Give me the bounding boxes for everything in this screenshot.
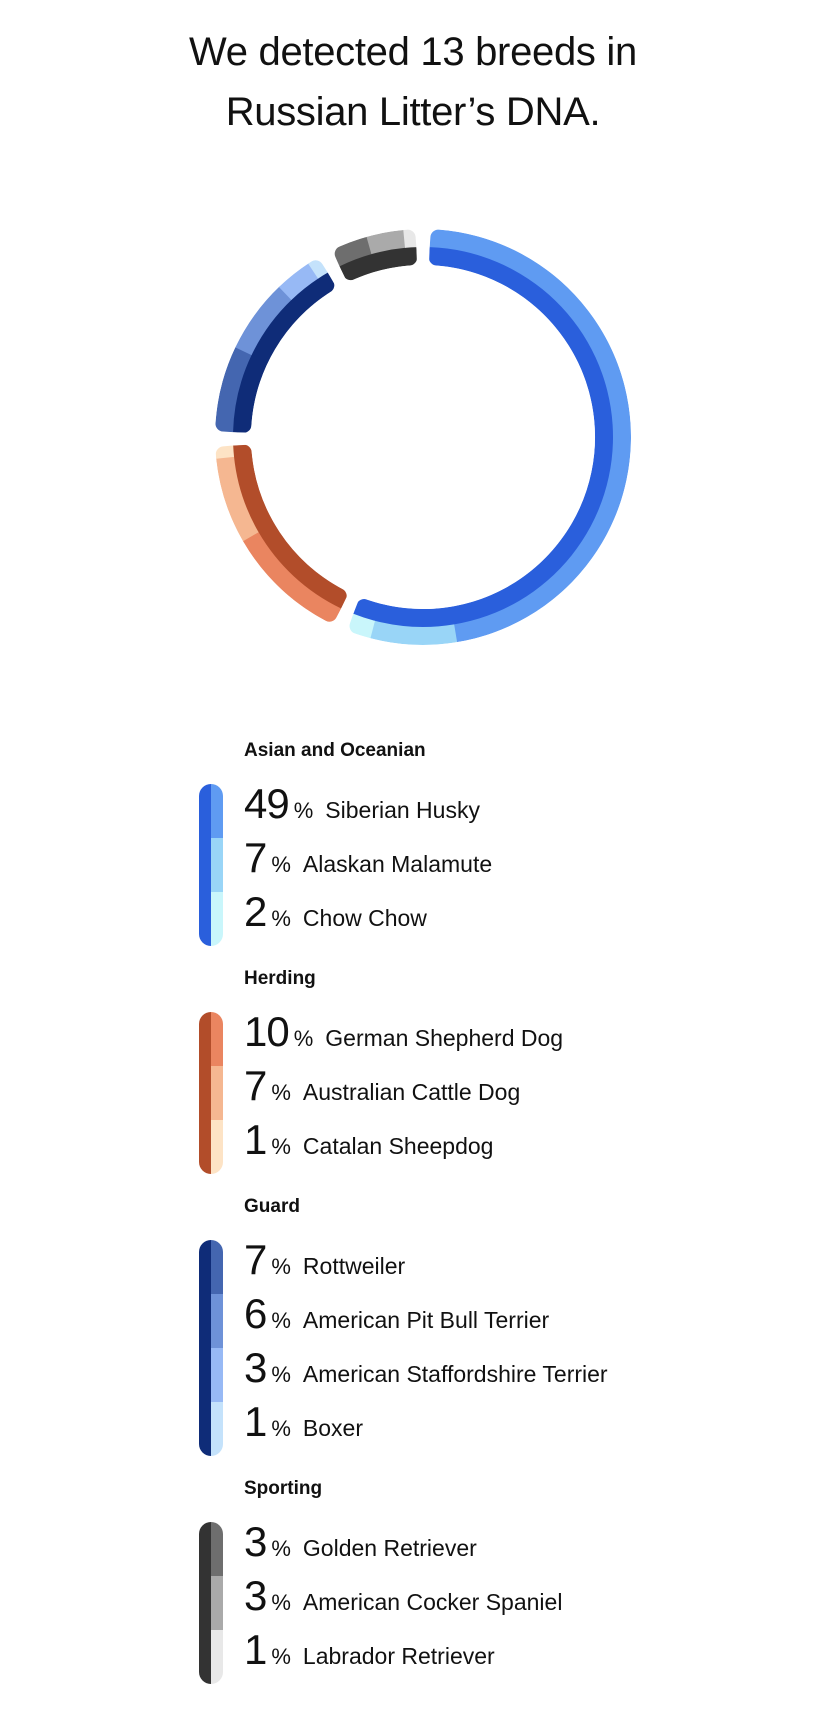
- donut-slice-labrador-retriever: [403, 229, 418, 248]
- donut-slice-boxer: [308, 256, 329, 279]
- breed-name: Catalan Sheepdog: [302, 1133, 494, 1159]
- legend-group-title: Sporting: [244, 1478, 323, 1499]
- breed-percent-value: 1: [244, 1398, 267, 1445]
- legend-breed-swatch: [211, 1120, 223, 1174]
- breed-name: Australian Cattle Dog: [302, 1079, 521, 1105]
- breed-name: Siberian Husky: [325, 797, 480, 823]
- breed-name: American Cocker Spaniel: [302, 1589, 563, 1615]
- percent-sign: %: [271, 852, 291, 877]
- legend-color-bar: [199, 1240, 223, 1456]
- breed-percent-value: 7: [244, 1236, 267, 1283]
- breed-name: Labrador Retriever: [302, 1643, 495, 1669]
- legend-color-bar: [199, 1012, 223, 1174]
- donut-slice-american-staffordshire-terrier: [278, 263, 319, 300]
- legend-color-bar: [199, 1522, 223, 1684]
- legend-group-swatch: [199, 784, 211, 946]
- donut-slice-american-cocker-spaniel: [366, 229, 406, 255]
- breed-percent-value: 7: [244, 1062, 267, 1109]
- breed-donut-chart: [215, 229, 631, 645]
- legend-group-title: Guard: [244, 1196, 300, 1217]
- breed-name: Chow Chow: [302, 905, 427, 931]
- breed-name: Rottweiler: [302, 1253, 406, 1279]
- percent-sign: %: [293, 798, 314, 823]
- percent-sign: %: [271, 1644, 291, 1669]
- percent-sign: %: [271, 906, 291, 931]
- legend-row: 7% Australian Cattle Dog: [244, 1062, 520, 1116]
- legend-breed-swatch: [211, 1294, 223, 1348]
- legend-group-swatch: [199, 1012, 211, 1174]
- donut-group-sporting: [331, 229, 418, 283]
- donut-group-herding: [215, 444, 349, 625]
- donut-slice-rottweiler: [215, 346, 252, 433]
- breed-name: Boxer: [302, 1415, 364, 1441]
- donut-slice-golden-retriever: [331, 236, 373, 267]
- breed-name: German Shepherd Dog: [325, 1025, 564, 1051]
- donut-slice-alaskan-malamute: [369, 620, 458, 645]
- breed-percent-value: 3: [244, 1344, 267, 1391]
- legend-breed-swatch: [211, 1066, 223, 1120]
- legend-row: 3% American Cocker Spaniel: [244, 1572, 562, 1626]
- legend-breed-swatch: [211, 838, 223, 892]
- breed-name: American Staffordshire Terrier: [302, 1361, 608, 1387]
- legend-group-title: Herding: [244, 968, 316, 989]
- percent-sign: %: [271, 1536, 291, 1561]
- legend-breed-swatch: [211, 1012, 223, 1066]
- legend-breed-swatch: [211, 1522, 223, 1576]
- percent-sign: %: [271, 1416, 291, 1441]
- legend-row: 3% American Staffordshire Terrier: [244, 1344, 608, 1398]
- breed-percent-value: 3: [244, 1518, 267, 1565]
- donut-group-band: [232, 444, 349, 609]
- breed-percent-value: 6: [244, 1290, 267, 1337]
- breed-percent-value: 1: [244, 1116, 267, 1163]
- page-title: We detected 13 breeds in Russian Litter’…: [189, 30, 637, 134]
- percent-sign: %: [271, 1080, 291, 1105]
- percent-sign: %: [271, 1308, 291, 1333]
- legend-row: 1% Catalan Sheepdog: [244, 1116, 493, 1170]
- legend-row: 1% Boxer: [244, 1398, 363, 1452]
- donut-group-guard: [215, 256, 337, 433]
- legend-color-bar: [199, 784, 223, 946]
- legend-row: 7% Rottweiler: [244, 1236, 405, 1290]
- breed-percent-value: 3: [244, 1572, 267, 1619]
- legend-breed-swatch: [211, 1576, 223, 1630]
- legend-breed-swatch: [211, 1402, 223, 1456]
- legend-row: 49% Siberian Husky: [244, 780, 480, 834]
- percent-sign: %: [271, 1134, 291, 1159]
- legend-row: 2% Chow Chow: [244, 888, 427, 942]
- percent-sign: %: [293, 1026, 314, 1051]
- breed-name: Alaskan Malamute: [302, 851, 493, 877]
- legend-row: 3% Golden Retriever: [244, 1518, 477, 1572]
- donut-slice-australian-cattle-dog: [216, 456, 259, 542]
- legend-group-swatch: [199, 1240, 211, 1456]
- breed-name: Golden Retriever: [302, 1535, 477, 1561]
- legend-row: 7% Alaskan Malamute: [244, 834, 492, 888]
- legend-row: 6% American Pit Bull Terrier: [244, 1290, 549, 1344]
- donut-group-band: [339, 246, 417, 283]
- legend-breed-swatch: [211, 1630, 223, 1684]
- donut-group-asian-and-oceanian: [346, 229, 631, 645]
- donut-slice-catalan-sheepdog: [215, 444, 235, 459]
- legend-breed-swatch: [211, 1348, 223, 1402]
- legend-group-swatch: [199, 1522, 211, 1684]
- percent-sign: %: [271, 1254, 291, 1279]
- legend-breed-swatch: [211, 784, 223, 838]
- percent-sign: %: [271, 1590, 291, 1615]
- breed-percent-value: 1: [244, 1626, 267, 1673]
- breed-percent-value: 49: [244, 780, 290, 827]
- percent-sign: %: [271, 1362, 291, 1387]
- legend-group-title: Asian and Oceanian: [244, 740, 426, 761]
- donut-slice-german-shepherd-dog: [242, 531, 342, 625]
- legend-row: 10% German Shepherd Dog: [244, 1008, 563, 1062]
- donut-group-band: [232, 272, 337, 433]
- legend-breed-swatch: [211, 1240, 223, 1294]
- breed-name: American Pit Bull Terrier: [302, 1307, 550, 1333]
- legend-row: 1% Labrador Retriever: [244, 1626, 495, 1680]
- donut-slice-american-pit-bull-terrier: [235, 286, 292, 356]
- donut-slice-chow-chow: [346, 613, 375, 639]
- breed-percent-value: 7: [244, 834, 267, 881]
- breed-percent-value: 10: [244, 1008, 290, 1055]
- breed-percent-value: 2: [244, 888, 267, 935]
- legend-breed-swatch: [211, 892, 223, 946]
